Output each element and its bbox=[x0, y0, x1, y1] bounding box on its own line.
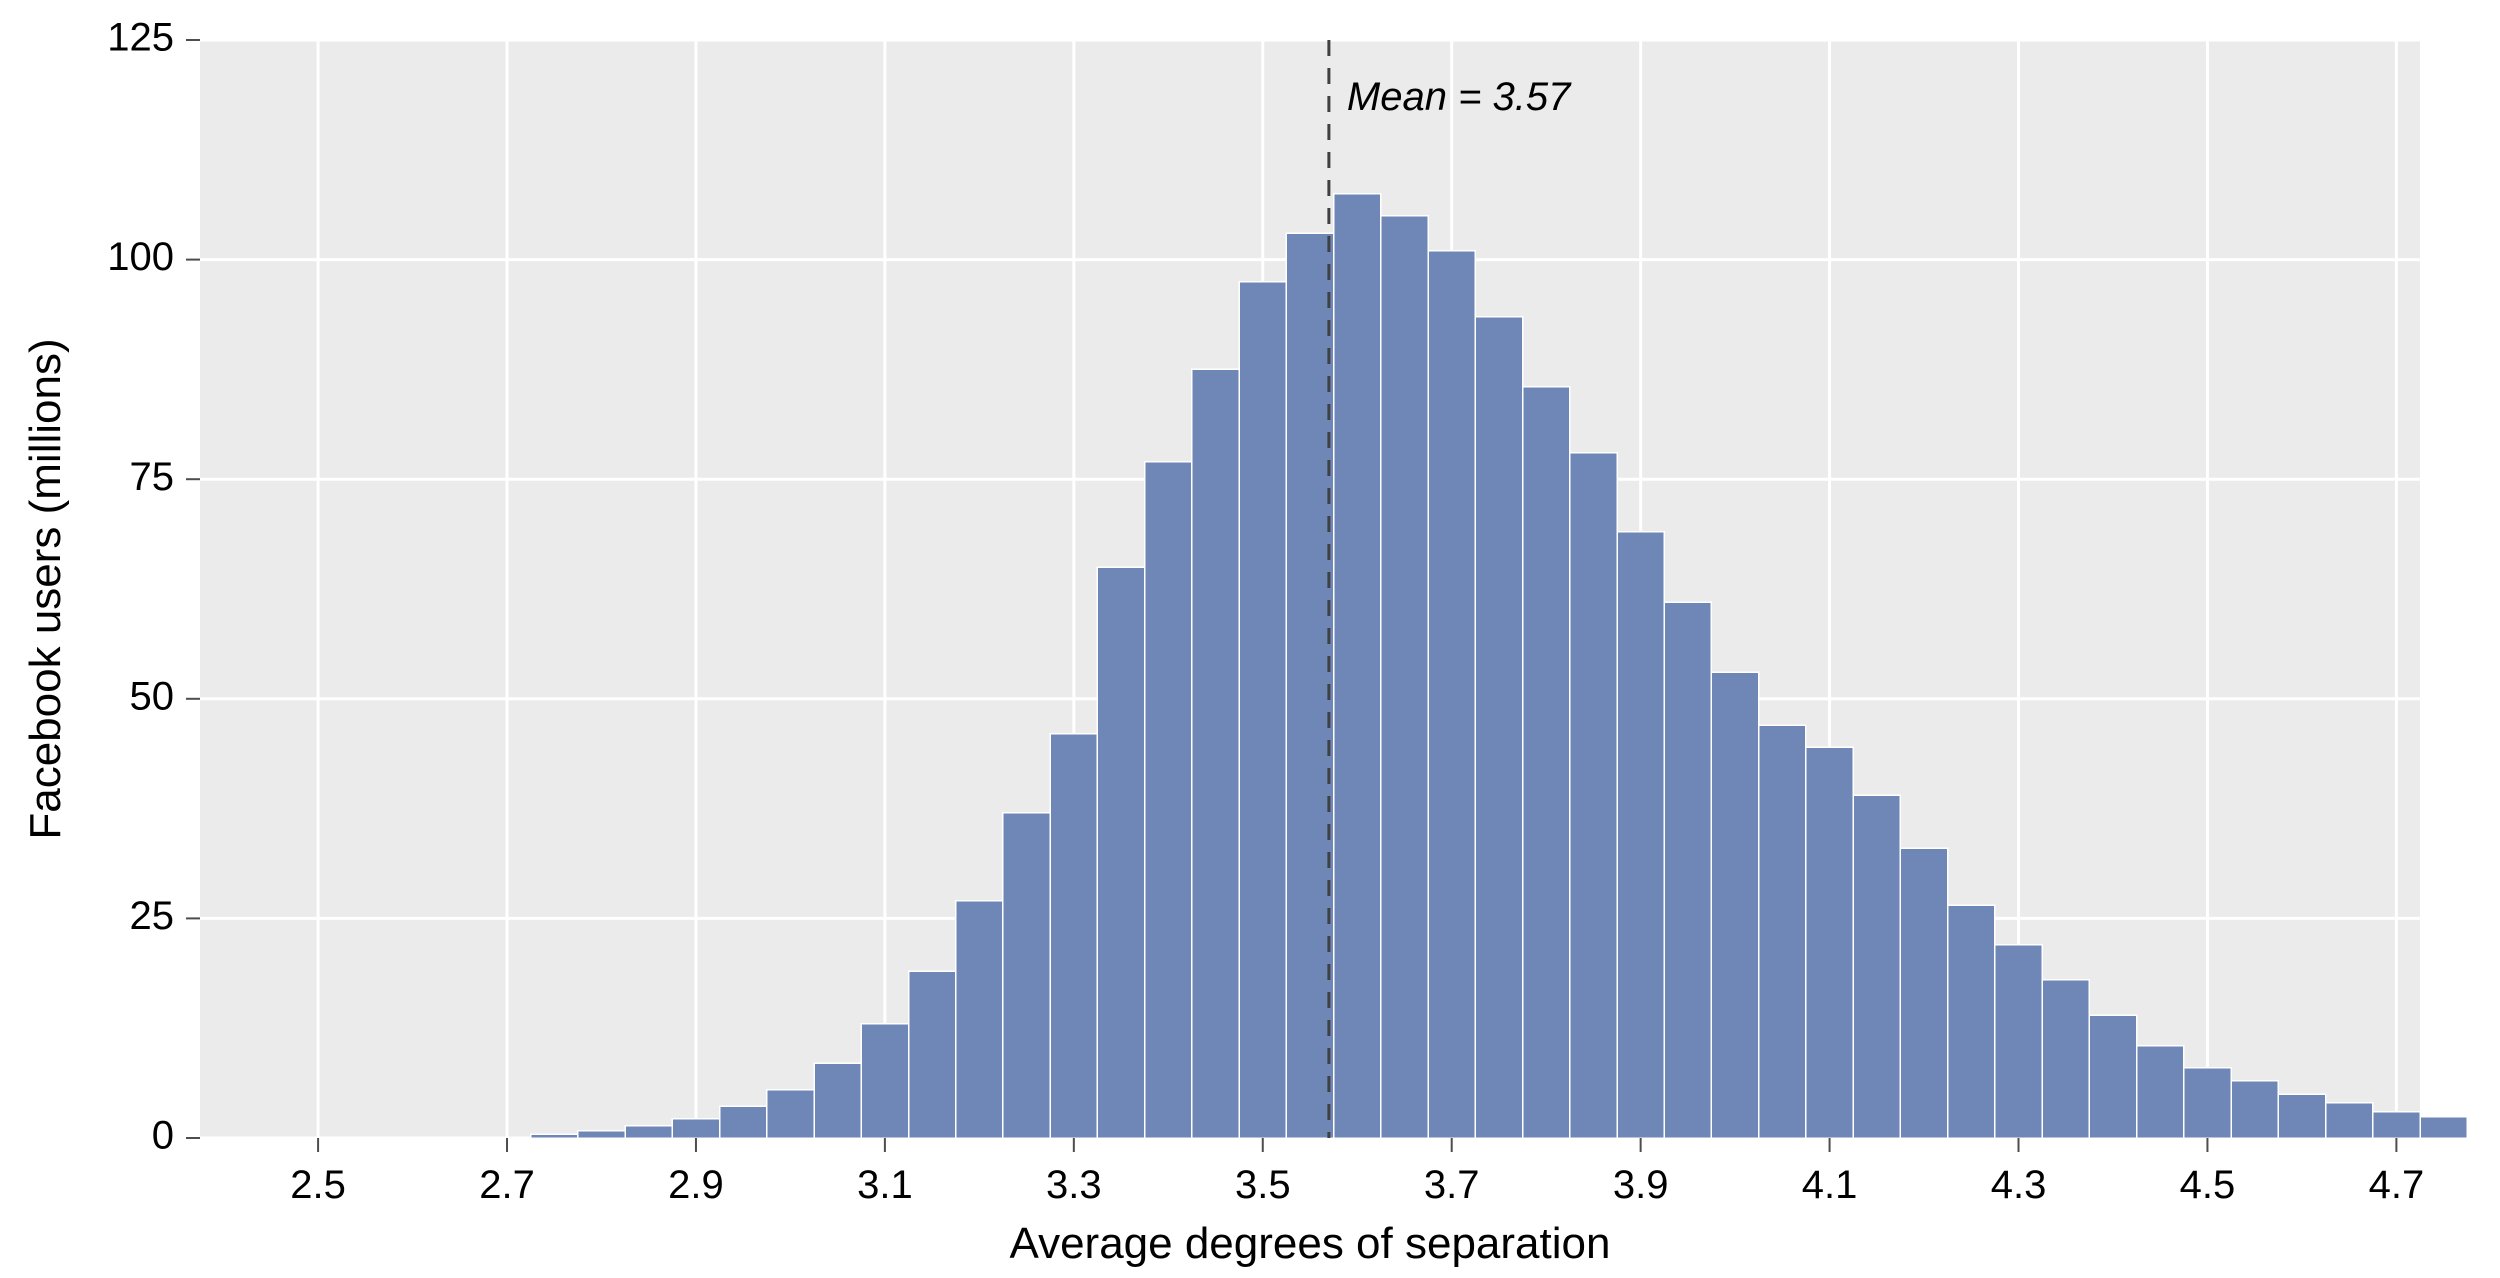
histogram-bar bbox=[2042, 980, 2089, 1138]
histogram-bar bbox=[1570, 453, 1617, 1138]
y-tick-label: 50 bbox=[130, 674, 175, 718]
histogram-bar bbox=[1806, 747, 1853, 1138]
histogram-bar bbox=[1097, 567, 1144, 1138]
histogram-bar bbox=[531, 1134, 578, 1138]
x-tick-label: 2.9 bbox=[668, 1163, 724, 1207]
histogram-bar bbox=[2326, 1103, 2373, 1138]
histogram-bar bbox=[1050, 734, 1097, 1138]
histogram-bar bbox=[2373, 1112, 2420, 1138]
x-tick-label: 3.7 bbox=[1424, 1163, 1480, 1207]
histogram-bar bbox=[672, 1119, 719, 1138]
histogram-bar bbox=[1286, 233, 1333, 1138]
histogram-bar bbox=[1239, 282, 1286, 1138]
histogram-bar bbox=[814, 1063, 861, 1138]
histogram-bar bbox=[2137, 1046, 2184, 1138]
histogram-bar bbox=[2278, 1094, 2325, 1138]
histogram-bar bbox=[1617, 532, 1664, 1138]
histogram-bar bbox=[1334, 194, 1381, 1138]
x-tick-label: 3.1 bbox=[857, 1163, 913, 1207]
x-tick-label: 2.7 bbox=[479, 1163, 535, 1207]
histogram-bar bbox=[1759, 725, 1806, 1138]
y-tick-label: 125 bbox=[107, 16, 174, 60]
x-tick-label: 4.1 bbox=[1802, 1163, 1858, 1207]
histogram-bar bbox=[2231, 1081, 2278, 1138]
x-tick-label: 4.3 bbox=[1991, 1163, 2047, 1207]
histogram-bar bbox=[1192, 369, 1239, 1138]
histogram-bar bbox=[1475, 317, 1522, 1138]
histogram-bar bbox=[1523, 387, 1570, 1138]
histogram-bar bbox=[861, 1024, 908, 1138]
histogram-bar bbox=[625, 1126, 672, 1138]
histogram-bar bbox=[956, 901, 1003, 1138]
y-tick-label: 100 bbox=[107, 235, 174, 279]
y-tick-label: 75 bbox=[130, 455, 175, 499]
histogram-bar bbox=[1900, 848, 1947, 1138]
histogram-bar bbox=[578, 1131, 625, 1138]
histogram-chart: Mean = 3.57 2.5 2.7 2.9 3.1 3.3 3.5 3.7 3.9 4.1 4.… bbox=[0, 0, 2500, 1278]
histogram-bar bbox=[720, 1106, 767, 1138]
histogram-bar bbox=[2420, 1117, 2467, 1138]
x-tick-label: 4.5 bbox=[2180, 1163, 2236, 1207]
histogram-bar bbox=[1381, 216, 1428, 1138]
x-axis-label: Average degrees of separation bbox=[1010, 1219, 1611, 1268]
y-tick-label: 0 bbox=[152, 1114, 174, 1158]
x-tick-label: 2.5 bbox=[290, 1163, 346, 1207]
y-tick-label: 25 bbox=[130, 894, 175, 938]
histogram-bar bbox=[1428, 251, 1475, 1138]
histogram-bar bbox=[2089, 1015, 2136, 1138]
x-tick-label: 3.9 bbox=[1613, 1163, 1669, 1207]
histogram-bar bbox=[1003, 813, 1050, 1138]
histogram-bar bbox=[1853, 795, 1900, 1138]
histogram-bar bbox=[1711, 672, 1758, 1138]
histogram-bar bbox=[1995, 945, 2042, 1138]
histogram-bar bbox=[1664, 602, 1711, 1138]
x-tick-label: 3.5 bbox=[1235, 1163, 1291, 1207]
x-tick-label: 3.3 bbox=[1046, 1163, 1102, 1207]
histogram-bar bbox=[909, 971, 956, 1138]
y-axis-label: Facebook users (millions) bbox=[21, 338, 70, 839]
histogram-bar bbox=[1145, 462, 1192, 1138]
x-tick-label: 4.7 bbox=[2369, 1163, 2425, 1207]
histogram-bar bbox=[1948, 905, 1995, 1138]
histogram-bar bbox=[2184, 1068, 2231, 1138]
mean-label: Mean = 3.57 bbox=[1347, 75, 1572, 119]
histogram-bar bbox=[767, 1090, 814, 1138]
